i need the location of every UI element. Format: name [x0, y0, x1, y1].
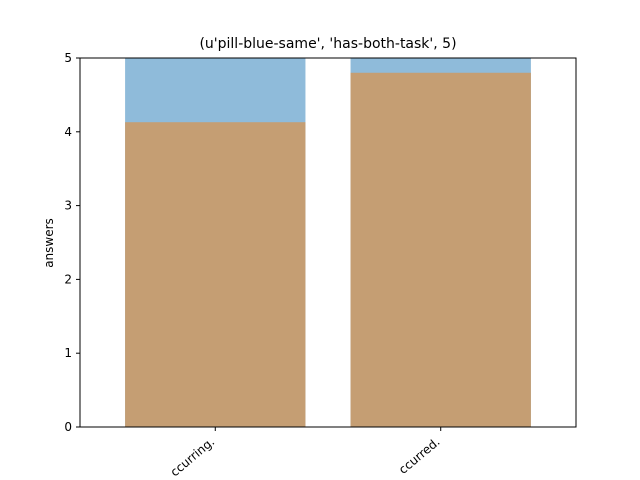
bar-series-1-0 — [125, 122, 306, 428]
x-tick-label-0: ccurring. — [168, 435, 217, 480]
bars-group — [125, 58, 531, 428]
bar-series-1-1 — [350, 72, 531, 427]
y-axis-ticks: 0 1 2 3 4 5 — [64, 51, 80, 434]
y-axis-label: answers — [42, 218, 56, 268]
chart-title: (u'pill-blue-same', 'has-both-task', 5) — [199, 36, 456, 52]
x-tick-label-1: ccurred. — [396, 435, 443, 477]
y-tick-label-5: 5 — [64, 51, 72, 65]
y-tick-label-2: 2 — [64, 272, 72, 286]
y-tick-label-4: 4 — [64, 125, 72, 139]
y-tick-label-1: 1 — [64, 346, 72, 360]
y-tick-label-3: 3 — [64, 199, 72, 213]
y-tick-label-0: 0 — [64, 420, 72, 434]
plot-frame — [79, 57, 577, 428]
x-axis-ticks: ccurring. ccurred. — [168, 427, 443, 479]
